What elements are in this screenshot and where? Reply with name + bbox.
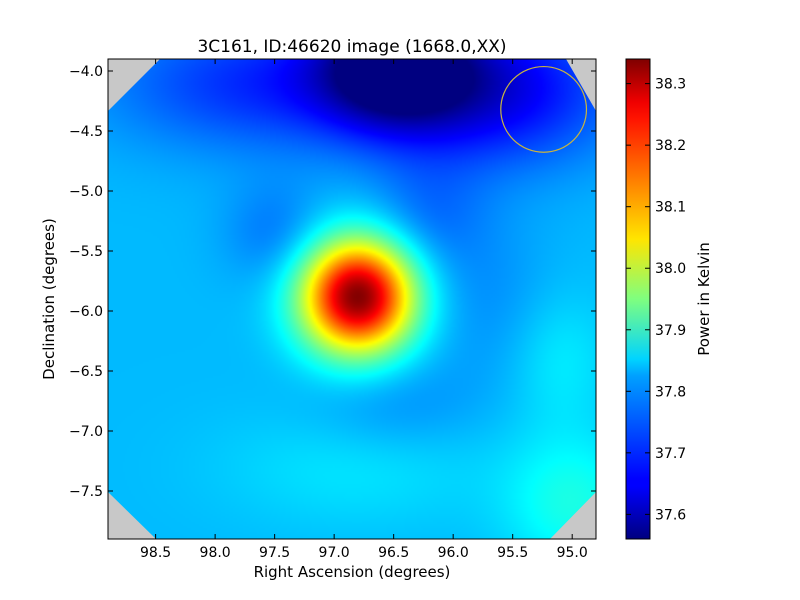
x-tick-label: 95.0: [557, 545, 588, 561]
y-axis-ticks: −4.0 −4.5 −5.0 −5.5 −6.0 −6.5 −7.0 −7.5: [69, 64, 596, 500]
corner-cut-bottom-left: [108, 492, 156, 539]
y-tick-label: −6.5: [69, 364, 103, 380]
y-tick-label: −4.0: [69, 64, 103, 80]
y-axis-label: Declination (degrees): [40, 218, 58, 380]
corner-cut-bottom-right: [550, 492, 596, 539]
x-tick-label: 97.5: [259, 545, 290, 561]
y-tick-label: −6.0: [69, 304, 103, 320]
colorbar-tick-label: 37.6: [655, 507, 686, 523]
corner-cut-top-left: [108, 59, 160, 111]
y-tick-label: −5.0: [69, 184, 103, 200]
x-tick-label: 96.0: [438, 545, 469, 561]
beam-circle: [500, 65, 588, 153]
y-tick-label: −7.5: [69, 484, 103, 500]
x-axis-ticks: 98.5 98.0 97.5 97.0 96.5 96.0 95.5 95.0: [140, 59, 588, 561]
x-tick-label: 97.0: [319, 545, 350, 561]
colorbar-tick-label: 38.1: [655, 200, 686, 216]
x-tick-label: 96.5: [378, 545, 409, 561]
heatmap-area: [108, 59, 596, 539]
chart-title: 3C161, ID:46620 image (1668.0,XX): [197, 37, 506, 57]
x-axis-label: Right Ascension (degrees): [254, 563, 451, 581]
colorbar-tick-label: 38.0: [655, 261, 686, 277]
colorbar-tick-label: 37.7: [655, 446, 686, 462]
colorbar: [625, 58, 651, 540]
y-tick-label: −4.5: [69, 124, 103, 140]
x-tick-label: 95.5: [497, 545, 528, 561]
colorbar-tick-label: 37.9: [655, 323, 686, 339]
colorbar-tick-label: 38.3: [655, 77, 686, 93]
colorbar-ticks: 37.6 37.7 37.8 37.9 38.0 38.1 38.2 38.3: [626, 77, 686, 523]
x-tick-label: 98.5: [140, 545, 171, 561]
plot-frame: [107, 58, 597, 540]
colorbar-tick-label: 38.2: [655, 138, 686, 154]
y-tick-label: −7.0: [69, 424, 103, 440]
colorbar-tick-label: 37.8: [655, 384, 686, 400]
corner-cut-top-right: [566, 59, 596, 111]
y-tick-label: −5.5: [69, 244, 103, 260]
colorbar-label: Power in Kelvin: [695, 242, 713, 356]
x-tick-label: 98.0: [200, 545, 231, 561]
heatmap-image: [108, 59, 596, 539]
